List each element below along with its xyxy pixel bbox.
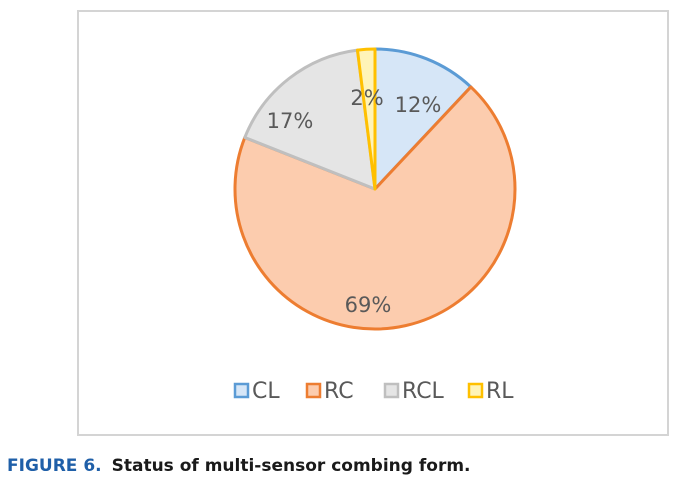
- pie-slice-rc: [233, 85, 517, 331]
- pie-data-labels: 12% 69% 17% 2%: [267, 86, 442, 317]
- pie-slice-rl: [355, 47, 377, 191]
- legend-label-rl: RL: [486, 379, 514, 404]
- legend-label-rcl: RCL: [402, 379, 445, 404]
- pie-slice-cl: [373, 47, 473, 191]
- legend-label-rc: RC: [324, 379, 354, 404]
- pie-slice-rcl: [243, 48, 377, 191]
- legend-swatch-rl: [467, 382, 484, 399]
- pie-slices: [233, 47, 517, 331]
- figure-caption: FIGURE 6. Status of multi-sensor combing …: [7, 456, 471, 476]
- data-label-rl: 2%: [350, 86, 383, 110]
- data-label-rcl: 17%: [267, 109, 314, 133]
- legend-swatch-rcl: [383, 382, 400, 399]
- figure-caption-text: Status of multi-sensor combing form.: [111, 456, 471, 476]
- chart-frame: 12% 69% 17% 2% CL RC RCL RL: [77, 10, 669, 436]
- figure-label: FIGURE 6.: [7, 456, 102, 476]
- legend-swatch-rc: [305, 382, 322, 399]
- legend-swatch-cl: [233, 382, 250, 399]
- data-label-cl: 12%: [395, 93, 442, 117]
- legend-label-cl: CL: [252, 379, 280, 404]
- pie-chart: 12% 69% 17% 2% CL RC RCL RL: [233, 47, 517, 404]
- data-label-rc: 69%: [345, 293, 392, 317]
- legend: CL RC RCL RL: [233, 379, 514, 404]
